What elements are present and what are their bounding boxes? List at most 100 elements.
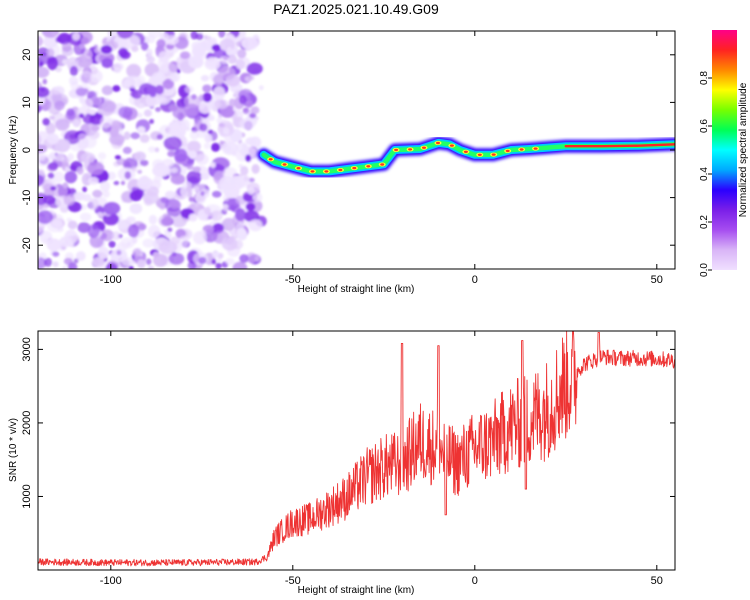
noise-blob — [237, 49, 247, 59]
noise-blob — [227, 54, 237, 64]
noise-blob — [239, 95, 247, 105]
noise-blob — [157, 57, 170, 69]
noise-blob — [133, 151, 146, 162]
spectrogram-x-tick-label: 0 — [472, 274, 478, 286]
noise-blob — [221, 141, 239, 155]
noise-blob — [258, 85, 264, 91]
noise-blob — [170, 167, 178, 173]
noise-blob — [88, 198, 99, 211]
snr-x-ticks: -100 -50 0 50 — [100, 331, 663, 587]
noise-blob — [198, 256, 207, 265]
noise-blob — [211, 258, 217, 265]
noise-blob — [76, 166, 84, 175]
noise-blob — [218, 66, 236, 80]
noise-blob — [38, 192, 47, 206]
noise-blob — [200, 191, 205, 196]
noise-blob — [215, 262, 222, 269]
colorbar-label: Normalized spectral amplitude — [738, 82, 749, 217]
spectrogram-panel: -100 -50 0 50 20 10 0 -10 -20 Height of straigh… — [8, 30, 676, 295]
noise-blob — [162, 78, 175, 90]
noise-blob — [38, 257, 47, 269]
signal-hot-spot — [477, 153, 482, 156]
spectrogram-x-tick-label: -100 — [100, 274, 122, 286]
noise-blob — [221, 217, 236, 231]
noise-blob — [164, 190, 176, 199]
noise-blob — [212, 251, 219, 258]
noise-blob — [153, 175, 162, 183]
noise-blob — [199, 229, 207, 236]
noise-blob — [101, 57, 113, 69]
noise-blob — [213, 86, 226, 101]
noise-blob — [57, 32, 71, 45]
noise-blob — [110, 120, 122, 129]
noise-blob — [42, 118, 50, 126]
noise-blob — [52, 261, 59, 268]
noise-blob — [111, 231, 121, 241]
noise-blob — [187, 140, 201, 152]
noise-blob — [87, 224, 100, 239]
noise-blob — [52, 171, 65, 183]
spectrogram-x-tick-label: -50 — [285, 274, 301, 286]
noise-blob — [240, 166, 249, 176]
noise-blob — [152, 253, 168, 267]
noise-blob — [204, 57, 221, 71]
noise-blob — [219, 55, 230, 64]
signal-hot-spot — [533, 147, 538, 150]
noise-blob — [61, 42, 72, 52]
signal-hot-spot — [519, 148, 524, 151]
noise-blob — [198, 102, 212, 114]
noise-blob — [92, 189, 103, 198]
noise-blob — [231, 239, 244, 250]
noise-blob — [62, 265, 67, 269]
noise-blob — [41, 31, 60, 38]
noise-blob — [47, 172, 55, 179]
noise-blob — [146, 48, 153, 56]
noise-blob — [163, 136, 183, 151]
noise-blob — [156, 39, 166, 49]
noise-blob — [131, 166, 138, 172]
colorbar-tick-label: 0.0 — [699, 263, 710, 277]
noise-blob — [137, 126, 146, 134]
snr-x-axis-label: Height of straight line (km) — [298, 585, 415, 596]
noise-blob — [100, 115, 113, 128]
noise-blob — [98, 152, 107, 160]
noise-blob — [129, 190, 143, 202]
noise-blob — [171, 73, 179, 82]
colorbar-gradient — [712, 30, 737, 270]
noise-blob — [75, 251, 86, 261]
noise-blob — [46, 48, 55, 58]
noise-blob — [216, 258, 222, 263]
snr-y-tick-label: 1000 — [21, 484, 33, 508]
noise-blob — [129, 203, 143, 215]
noise-blob — [54, 66, 62, 73]
noise-blob — [118, 106, 133, 119]
noise-blob — [202, 92, 213, 103]
noise-blob — [188, 55, 204, 69]
noise-blob — [242, 107, 250, 115]
noise-blob — [29, 253, 38, 261]
noise-blob — [210, 162, 215, 167]
noise-blob — [45, 122, 56, 135]
noise-blob — [169, 124, 186, 139]
noise-blob — [42, 78, 48, 85]
noise-blob — [112, 85, 121, 92]
noise-blob — [245, 154, 252, 162]
noise-blob — [204, 132, 208, 137]
noise-blob — [173, 148, 188, 163]
noise-blob — [204, 35, 208, 40]
signal-hot-spot — [394, 148, 399, 152]
signal-hot-spot — [366, 165, 371, 168]
snr-y-axis-label: SNR (10 * v/v) — [8, 418, 19, 482]
spectrogram-noise-region — [29, 31, 267, 269]
noise-blob — [186, 170, 202, 184]
noise-blob — [38, 169, 45, 176]
noise-blob — [117, 219, 128, 230]
noise-blob — [187, 165, 194, 171]
noise-blob — [78, 71, 94, 85]
noise-blob — [82, 113, 95, 124]
noise-blob — [46, 238, 62, 252]
noise-blob — [69, 165, 77, 171]
noise-blob — [143, 109, 152, 117]
noise-blob — [158, 240, 177, 254]
noise-blob — [245, 100, 253, 108]
